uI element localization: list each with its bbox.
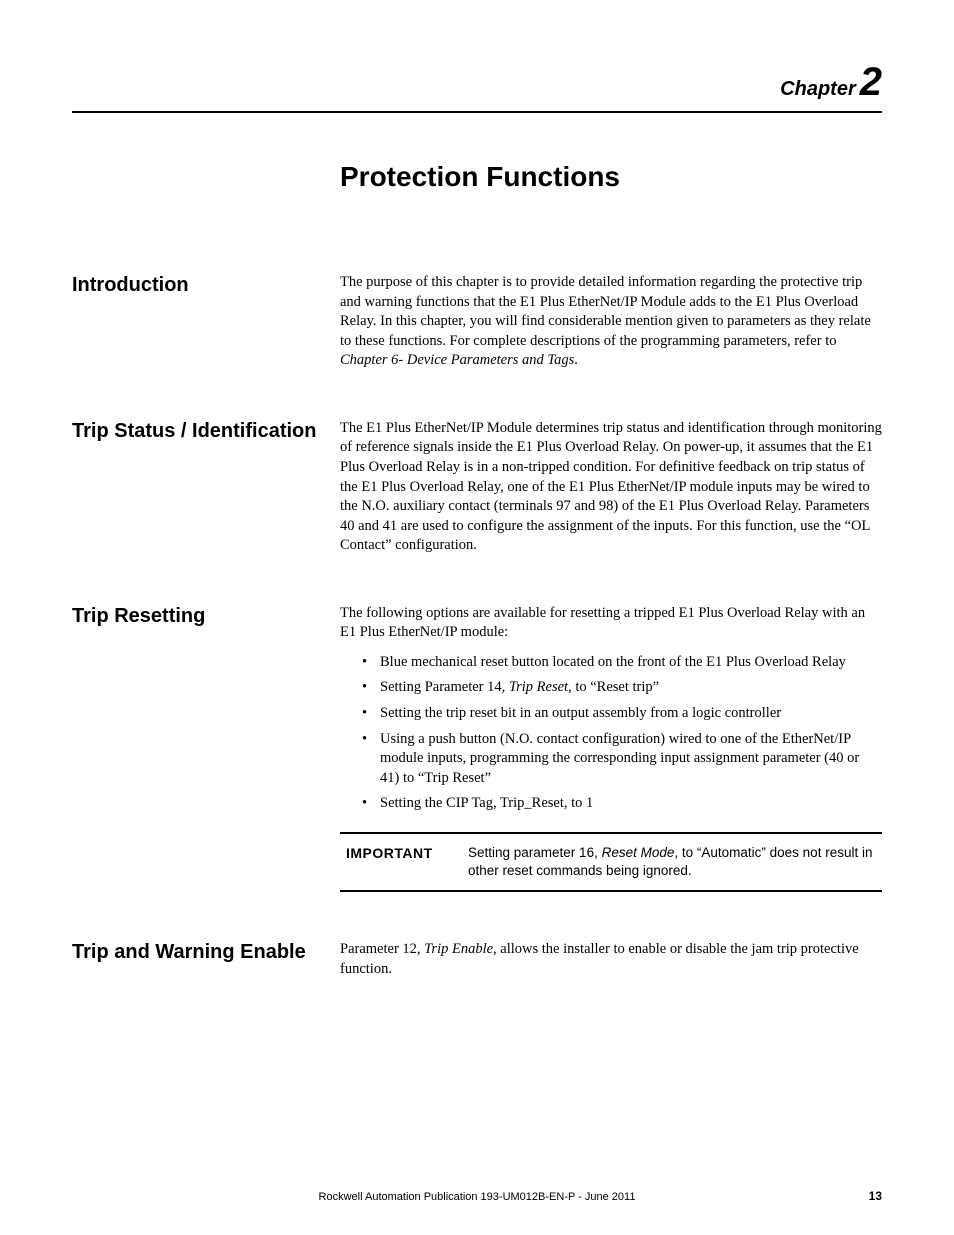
body-introduction: The purpose of this chapter is to provid…	[340, 273, 882, 371]
trip-reset-bullets: Blue mechanical reset button located on …	[340, 653, 882, 814]
important-text-pre: Setting parameter 16,	[468, 845, 602, 860]
trip-warn-text-pre: Parameter 12,	[340, 941, 424, 957]
important-text-ital: Reset Mode	[602, 845, 675, 860]
section-trip-resetting: Trip Resetting The following options are…	[72, 604, 882, 893]
intro-text-pre: The purpose of this chapter is to provid…	[340, 274, 871, 349]
chapter-label: Chapter	[780, 78, 856, 100]
bullet-text-pre: Setting Parameter 14,	[380, 679, 509, 695]
bullet-text: Setting the trip reset bit in an output …	[380, 705, 781, 721]
bullet-text: Blue mechanical reset button located on …	[380, 654, 846, 670]
section-introduction: Introduction The purpose of this chapter…	[72, 273, 882, 371]
heading-introduction: Introduction	[72, 273, 340, 297]
list-item: Setting the CIP Tag, Trip_Reset, to 1	[362, 794, 882, 814]
page-number: 13	[869, 1189, 882, 1203]
chapter-title: Protection Functions	[340, 161, 882, 193]
heading-trip-status: Trip Status / Identification	[72, 419, 340, 443]
chapter-number: 2	[860, 60, 882, 104]
body-trip-resetting: The following options are available for …	[340, 604, 882, 893]
trip-warn-paragraph: Parameter 12, Trip Enable, allows the in…	[340, 940, 882, 979]
bullet-text-ital: Trip Reset	[509, 679, 568, 695]
bullet-text-post: , to “Reset trip”	[568, 679, 659, 695]
important-text: Setting parameter 16, Reset Mode, to “Au…	[468, 844, 882, 880]
list-item: Setting Parameter 14, Trip Reset, to “Re…	[362, 678, 882, 698]
list-item: Using a push button (N.O. contact config…	[362, 730, 882, 789]
important-label: IMPORTANT	[340, 844, 440, 880]
list-item: Blue mechanical reset button located on …	[362, 653, 882, 673]
intro-text-ital: Chapter 6- Device Parameters and Tags	[340, 352, 574, 368]
footer-publication: Rockwell Automation Publication 193-UM01…	[319, 1191, 636, 1203]
trip-reset-intro: The following options are available for …	[340, 604, 882, 643]
page: Chapter2 Protection Functions Introducti…	[0, 0, 954, 1235]
intro-paragraph: The purpose of this chapter is to provid…	[340, 273, 882, 371]
list-item: Setting the trip reset bit in an output …	[362, 704, 882, 724]
section-trip-status: Trip Status / Identification The E1 Plus…	[72, 419, 882, 556]
section-trip-warning-enable: Trip and Warning Enable Parameter 12, Tr…	[72, 940, 882, 979]
header-rule	[72, 111, 882, 113]
bullet-text: Setting the CIP Tag, Trip_Reset, to 1	[380, 795, 593, 811]
chapter-header: Chapter2	[72, 60, 882, 105]
page-footer: Rockwell Automation Publication 193-UM01…	[72, 1191, 882, 1203]
heading-trip-resetting: Trip Resetting	[72, 604, 340, 628]
trip-status-paragraph: The E1 Plus EtherNet/IP Module determine…	[340, 419, 882, 556]
bullet-text: Using a push button (N.O. contact config…	[380, 731, 859, 786]
intro-text-post: .	[574, 352, 578, 368]
important-callout: IMPORTANT Setting parameter 16, Reset Mo…	[340, 832, 882, 892]
body-trip-status: The E1 Plus EtherNet/IP Module determine…	[340, 419, 882, 556]
heading-trip-warning-enable: Trip and Warning Enable	[72, 940, 340, 964]
trip-warn-text-ital: Trip Enable	[424, 941, 493, 957]
body-trip-warning-enable: Parameter 12, Trip Enable, allows the in…	[340, 940, 882, 979]
